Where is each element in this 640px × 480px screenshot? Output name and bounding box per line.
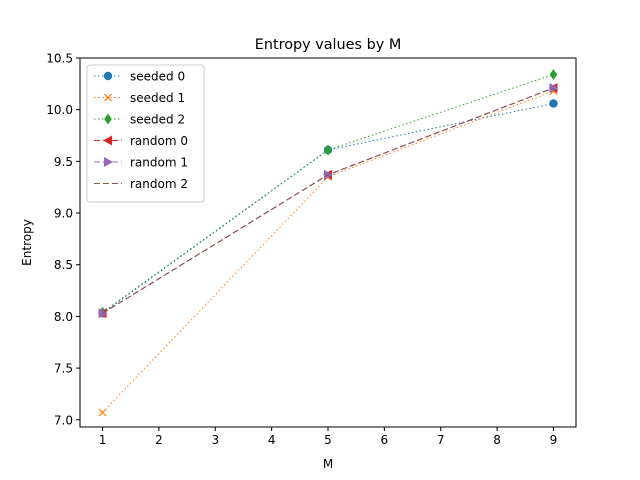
legend-label: random 2 — [130, 177, 188, 191]
data-point — [549, 69, 558, 81]
y-tick-label: 9.0 — [54, 207, 73, 221]
legend-marker — [103, 135, 112, 146]
legend-label: seeded 1 — [130, 91, 185, 105]
y-tick-label: 7.0 — [54, 413, 73, 427]
plot-area — [97, 69, 559, 417]
y-tick-label: 9.5 — [54, 155, 73, 169]
legend-label: seeded 2 — [130, 113, 185, 127]
legend-label: seeded 0 — [130, 70, 185, 84]
x-axis-label: M — [323, 457, 333, 471]
x-tick-label: 7 — [437, 433, 445, 447]
data-point — [549, 82, 559, 93]
data-point — [549, 99, 558, 108]
legend-marker — [104, 113, 112, 125]
x-tick-label: 9 — [550, 433, 558, 447]
series-line — [102, 87, 554, 314]
y-axis: 7.0 7.5 8.0 8.5 9.0 9.5 10.0 10.5 — [46, 52, 80, 427]
series-random-2 — [102, 87, 554, 314]
y-tick-label: 7.5 — [54, 362, 73, 376]
series-line — [102, 74, 554, 313]
series-line — [102, 90, 554, 413]
x-tick-label: 3 — [211, 433, 219, 447]
legend-marker — [103, 71, 113, 81]
legend-box — [86, 64, 205, 203]
x-tick-label: 6 — [381, 433, 389, 447]
x-tick-label: 4 — [268, 433, 276, 447]
x-tick-label: 2 — [155, 433, 163, 447]
data-point — [98, 408, 107, 417]
legend-item: seeded 0 — [94, 70, 185, 84]
legend-item: random 0 — [94, 134, 188, 148]
legend-item: seeded 2 — [94, 113, 185, 127]
legend-marker — [104, 93, 112, 102]
y-tick-label: 10.5 — [46, 52, 73, 66]
legend-marker — [104, 157, 113, 167]
data-point — [324, 144, 332, 156]
legend-label: random 0 — [130, 134, 188, 148]
x-tick-label: 8 — [493, 433, 501, 447]
legend-label: random 1 — [130, 156, 188, 170]
y-tick-label: 10.0 — [46, 103, 73, 117]
series-line — [102, 102, 554, 314]
x-tick-label: 1 — [99, 433, 107, 447]
legend-item: random 2 — [94, 177, 188, 191]
x-tick-label: 5 — [324, 433, 332, 447]
y-axis-label: Entropy — [20, 219, 34, 266]
y-tick-label: 8.0 — [54, 310, 73, 324]
y-tick-label: 8.5 — [54, 258, 73, 272]
legend-item: seeded 1 — [94, 91, 185, 105]
legend: seeded 0 seeded 1 seeded 2 random 0 random 1… — [86, 64, 205, 203]
legend-item: random 1 — [94, 156, 188, 170]
x-axis: 1 2 3 4 5 6 7 8 9 — [99, 427, 558, 447]
chart-title: Entropy values by M — [255, 37, 402, 53]
